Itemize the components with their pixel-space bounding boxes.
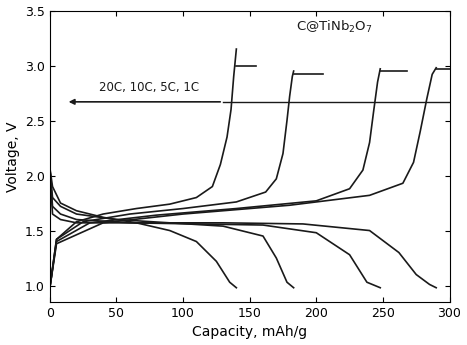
Y-axis label: Voltage, V: Voltage, V	[6, 121, 20, 191]
X-axis label: Capacity, mAh/g: Capacity, mAh/g	[192, 325, 307, 339]
Text: C@TiNb$_2$O$_7$: C@TiNb$_2$O$_7$	[296, 19, 373, 36]
Text: 20C, 10C, 5C, 1C: 20C, 10C, 5C, 1C	[99, 81, 199, 94]
